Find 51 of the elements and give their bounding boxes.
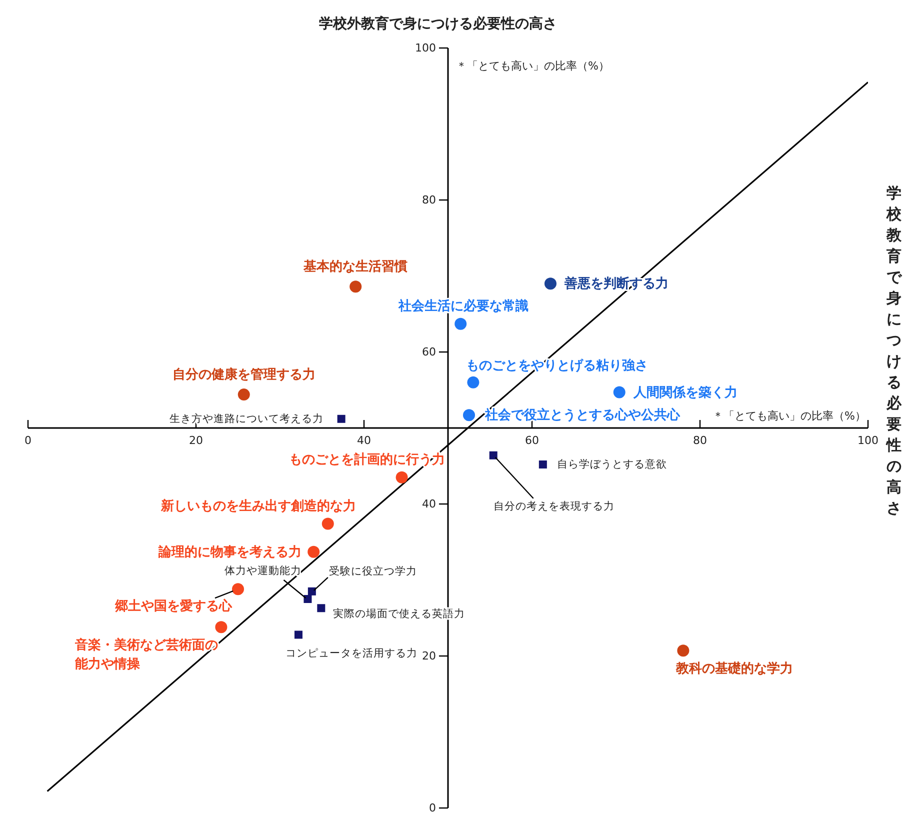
y-tick-label: 80 bbox=[422, 194, 436, 206]
point bbox=[677, 644, 690, 657]
point bbox=[232, 583, 244, 596]
data-label: 自ら学ぼうとする意欲 bbox=[556, 457, 667, 470]
data-label: 体力や運動能力 bbox=[224, 564, 302, 577]
point bbox=[308, 587, 316, 596]
x-tick-label: 80 bbox=[693, 434, 707, 447]
point bbox=[308, 546, 320, 558]
point bbox=[238, 388, 250, 401]
y-tick-label: 100 bbox=[415, 42, 436, 54]
y-axis-title: 学校外教育で身につける必要性の高さ bbox=[319, 15, 557, 32]
data-label: 人間関係を築く力 bbox=[632, 384, 738, 400]
x-tick-label: 60 bbox=[525, 434, 539, 447]
data-label: 受験に役立つ学力 bbox=[328, 564, 417, 578]
data-label: ものごとを計画的に行う力 bbox=[288, 450, 445, 467]
x-tick-label: 100 bbox=[858, 434, 878, 447]
x-tick-label: 40 bbox=[357, 434, 371, 447]
annotation: ＊「とても高い」の比率（%） bbox=[712, 410, 866, 422]
point bbox=[304, 595, 312, 603]
point bbox=[489, 451, 498, 460]
y-tick-label: 60 bbox=[422, 346, 436, 358]
data-label: 生き方や進路について考える力 bbox=[169, 412, 324, 425]
point bbox=[538, 460, 547, 468]
y-tick-label: 40 bbox=[422, 498, 436, 510]
point bbox=[544, 278, 556, 290]
data-label: コンピュータを活用する力 bbox=[285, 646, 418, 660]
x-tick-label: 20 bbox=[189, 434, 203, 447]
point bbox=[350, 280, 362, 293]
text: 学校教育で身につける必要性の高さ bbox=[886, 184, 902, 517]
y-tick-label: 0 bbox=[429, 802, 436, 814]
point bbox=[317, 604, 326, 612]
data-label: 教科の基礎的な学力 bbox=[675, 661, 794, 676]
data-label: 自分の健康を管理する力 bbox=[172, 366, 316, 382]
point bbox=[467, 376, 480, 388]
point bbox=[337, 414, 346, 423]
point bbox=[215, 621, 228, 634]
point bbox=[322, 518, 334, 530]
point bbox=[454, 318, 467, 330]
point bbox=[613, 386, 626, 398]
x-tick-label: 0 bbox=[24, 434, 32, 447]
data-label: 基本的な生活習慣 bbox=[302, 259, 408, 274]
data-label: 社会で役立とうとする心や公共心 bbox=[484, 406, 681, 423]
data-label: 論理的に物事を考える力 bbox=[158, 543, 302, 560]
point bbox=[294, 630, 302, 639]
point bbox=[463, 409, 475, 422]
data-label: 郷土や国を愛する心 bbox=[114, 598, 233, 614]
y-tick-label: 20 bbox=[422, 650, 436, 662]
point bbox=[396, 471, 408, 484]
data-label: 新しいものを生み出す創造的な力 bbox=[160, 497, 356, 514]
data-label: 自分の考えを表現する力 bbox=[493, 499, 614, 512]
annotation: ＊「とても高い」の比率（%） bbox=[456, 60, 610, 72]
